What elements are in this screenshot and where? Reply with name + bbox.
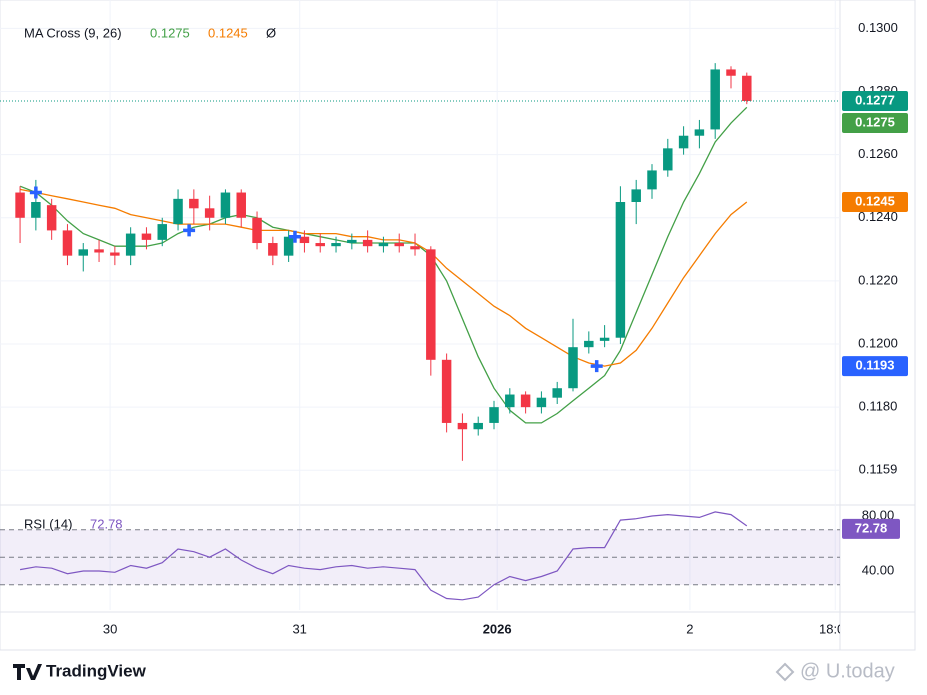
candle-body <box>236 192 246 218</box>
y-tick-label: 0.1200 <box>858 335 898 350</box>
candle-body <box>489 407 499 423</box>
price-badge <box>842 91 908 111</box>
plot: 30 31 2026 2 18:00 <box>0 63 852 636</box>
candle-body <box>599 337 610 341</box>
y-tick-label: 0.1240 <box>858 209 898 224</box>
candle-body <box>726 69 736 76</box>
candle-body <box>268 243 278 256</box>
x-tick-label: 2 <box>686 621 693 636</box>
candle-body <box>647 170 657 190</box>
rsi-title: RSI (14) <box>24 516 72 531</box>
legend-ma-slow: 0.1245 <box>208 25 248 40</box>
candle-body <box>615 202 626 338</box>
candle-body <box>584 340 594 348</box>
candle-body <box>742 75 752 101</box>
candle-body <box>568 347 578 389</box>
y-tick-label: 0.1159 <box>859 462 898 477</box>
chart-frame <box>0 0 916 651</box>
price-badge-label: 0.1245 <box>855 193 895 208</box>
candle-body <box>441 359 452 423</box>
candle-body <box>678 135 689 149</box>
candle-body <box>426 249 436 360</box>
candle-body <box>141 233 152 240</box>
rsi-badge <box>842 518 900 539</box>
candle-body <box>663 148 673 171</box>
candle-body <box>173 198 183 225</box>
price-badge <box>842 192 908 212</box>
watermark-text: @ U.today <box>800 660 895 682</box>
axes: 0.13000.12800.12600.12400.12200.12000.11… <box>842 20 908 577</box>
price-badge <box>842 113 908 133</box>
candle-body <box>189 198 199 209</box>
candle-body <box>631 189 641 202</box>
candle-body <box>220 192 231 218</box>
price-badge-label: 0.1275 <box>855 114 895 129</box>
candle-body <box>157 224 167 240</box>
rsi-tick-label: 40.00 <box>862 562 895 577</box>
candle-body <box>347 239 357 244</box>
candle-body <box>505 394 515 408</box>
watermark: @ U.today <box>775 660 895 682</box>
candle-body <box>62 230 73 256</box>
rsi-legend-value: 72.78 <box>90 516 123 531</box>
x-tick-label: 31 <box>292 621 306 636</box>
x-tick-label: 30 <box>103 621 117 636</box>
price-badge-label: 0.1193 <box>855 358 894 373</box>
candle-body <box>283 236 294 256</box>
candle-body <box>15 192 25 218</box>
cross-marker <box>590 360 603 373</box>
candle-body <box>694 129 705 136</box>
price-badge-label: 0.1277 <box>855 92 895 107</box>
x-tick-label: 18:00 <box>819 621 852 636</box>
legend-title: MA Cross (9, 26) <box>24 25 122 40</box>
candle-body <box>78 249 88 256</box>
candle-body <box>520 394 531 408</box>
candle-body <box>410 246 420 250</box>
watermark-icon <box>775 662 795 682</box>
candle-body <box>204 208 215 218</box>
candle-body <box>552 388 562 398</box>
brand-logo: TradingView <box>13 661 147 680</box>
y-tick-label: 0.1300 <box>858 20 898 35</box>
candle-body <box>46 205 57 231</box>
y-tick-label: 0.1180 <box>859 399 898 414</box>
brand-icon <box>13 664 42 680</box>
candle-body <box>125 233 136 256</box>
candle-body <box>362 239 373 247</box>
cross-marker <box>29 186 42 199</box>
y-tick-label: 0.1260 <box>858 146 898 161</box>
candle-body <box>110 252 120 256</box>
brand-name: TradingView <box>46 661 147 680</box>
candle-body <box>536 397 547 408</box>
candle-body <box>31 202 41 218</box>
cross-marker <box>288 230 301 243</box>
candle-body <box>331 243 341 247</box>
candle-body <box>378 243 389 247</box>
x-tick-label: 2026 <box>483 621 512 636</box>
legend-symbol: Ø <box>266 25 276 40</box>
candle-body <box>710 69 720 130</box>
candle-body <box>394 243 404 247</box>
y-tick-label: 0.1220 <box>858 272 898 287</box>
candle-body <box>315 243 325 247</box>
price-badge <box>842 356 908 377</box>
candle-body <box>473 422 483 430</box>
rsi-badge-label: 72.78 <box>855 520 888 535</box>
candle-body <box>457 422 468 430</box>
candle-body <box>299 236 310 244</box>
rsi-tick-label: 80.00 <box>862 507 895 522</box>
candle-body <box>252 217 262 244</box>
cross-marker <box>183 224 196 237</box>
candle-body <box>94 249 104 253</box>
legend-ma-fast: 0.1275 <box>150 25 190 40</box>
rsi-line <box>19 511 748 601</box>
